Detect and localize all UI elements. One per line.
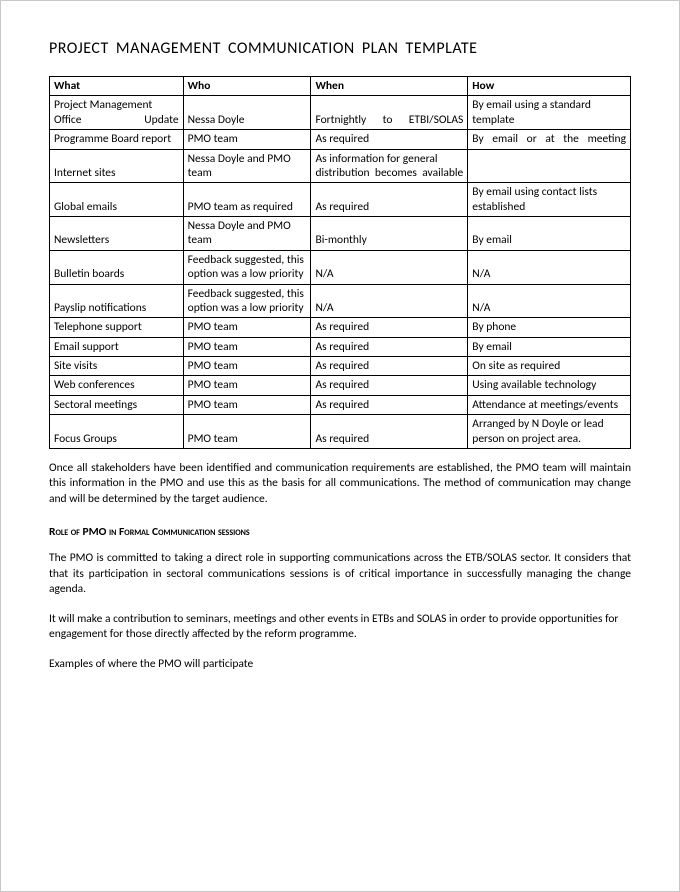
cell-what: Sectoral meetings [50, 395, 184, 414]
col-header-what: What [50, 77, 184, 96]
cell-when: N/A [311, 250, 468, 284]
cell-when: Fortnightly to ETBI/SOLAS [311, 96, 468, 130]
table-row: Sectoral meetingsPMO teamAs requiredAtte… [50, 395, 631, 414]
cell-how: Using available technology [468, 376, 631, 395]
cell-when: As required [311, 183, 468, 217]
table-header-row: What Who When How [50, 77, 631, 96]
cell-how: By phone [468, 318, 631, 337]
col-header-how: How [468, 77, 631, 96]
cell-how [468, 149, 631, 183]
cell-who: PMO team [183, 337, 311, 356]
cell-how: N/A [468, 250, 631, 284]
body-paragraph-2: It will make a contribution to seminars,… [49, 612, 631, 643]
col-header-when: When [311, 77, 468, 96]
page-title: PROJECT MANAGEMENT COMMUNICATION PLAN TE… [49, 39, 631, 58]
cell-when: As required [311, 318, 468, 337]
table-row: Web conferencesPMO teamAs requiredUsing … [50, 376, 631, 395]
col-header-who: Who [183, 77, 311, 96]
table-row: Site visitsPMO teamAs requiredOn site as… [50, 357, 631, 376]
table-row: Focus GroupsPMO teamAs requiredArranged … [50, 415, 631, 449]
cell-when: As required [311, 376, 468, 395]
cell-when: N/A [311, 284, 468, 318]
cell-what: Programme Board report [50, 130, 184, 149]
cell-what: Internet sites [50, 149, 184, 183]
cell-how: By email [468, 337, 631, 356]
section-heading: Role of PMO in Formal Communication sess… [49, 525, 631, 539]
cell-how: By email using contact lists established [468, 183, 631, 217]
table-row: Programme Board reportPMO teamAs require… [50, 130, 631, 149]
cell-who: PMO team [183, 318, 311, 337]
cell-what: Telephone support [50, 318, 184, 337]
table-row: Global emailsPMO team as requiredAs requ… [50, 183, 631, 217]
cell-how: By email using a standard template [468, 96, 631, 130]
cell-when: As required [311, 415, 468, 449]
cell-how: By email [468, 217, 631, 251]
cell-what: Site visits [50, 357, 184, 376]
cell-what: Bulletin boards [50, 250, 184, 284]
cell-how: N/A [468, 284, 631, 318]
cell-who: Feedback suggested, this option was a lo… [183, 284, 311, 318]
cell-when: As required [311, 337, 468, 356]
cell-how: On site as required [468, 357, 631, 376]
intro-paragraph: Once all stakeholders have been identifi… [49, 461, 631, 508]
cell-what: Web conferences [50, 376, 184, 395]
table-row: Telephone supportPMO teamAs requiredBy p… [50, 318, 631, 337]
cell-who: PMO team [183, 376, 311, 395]
cell-when: As required [311, 357, 468, 376]
cell-who: PMO team [183, 357, 311, 376]
cell-what: Email support [50, 337, 184, 356]
cell-how: Arranged by N Doyle or lead person on pr… [468, 415, 631, 449]
cell-how: Attendance at meetings/events [468, 395, 631, 414]
body-paragraph-1: The PMO is committed to taking a direct … [49, 551, 631, 598]
cell-what: Payslip notifications [50, 284, 184, 318]
cell-what: Newsletters [50, 217, 184, 251]
document-page: PROJECT MANAGEMENT COMMUNICATION PLAN TE… [0, 0, 680, 892]
table-row: Bulletin boardsFeedback suggested, this … [50, 250, 631, 284]
cell-who: PMO team [183, 130, 311, 149]
body-paragraph-3: Examples of where the PMO will participa… [49, 657, 631, 673]
cell-who: PMO team [183, 415, 311, 449]
table-row: Email supportPMO teamAs requiredBy email [50, 337, 631, 356]
cell-when: As information for general distribution … [311, 149, 468, 183]
cell-who: Feedback suggested, this option was a lo… [183, 250, 311, 284]
table-row: NewslettersNessa Doyle and PMO teamBi-mo… [50, 217, 631, 251]
cell-how: By email or at the meeting [468, 130, 631, 149]
cell-what: Focus Groups [50, 415, 184, 449]
cell-when: Bi-monthly [311, 217, 468, 251]
cell-who: Nessa Doyle and PMO team [183, 217, 311, 251]
cell-who: Nessa Doyle and PMO team [183, 149, 311, 183]
cell-when: As required [311, 130, 468, 149]
table-row: Payslip notificationsFeedback suggested,… [50, 284, 631, 318]
cell-who: PMO team [183, 395, 311, 414]
table-row: Internet sitesNessa Doyle and PMO teamAs… [50, 149, 631, 183]
cell-what: Global emails [50, 183, 184, 217]
cell-who: Nessa Doyle [183, 96, 311, 130]
table-row: Project Management Office UpdateNessa Do… [50, 96, 631, 130]
cell-who: PMO team as required [183, 183, 311, 217]
cell-when: As required [311, 395, 468, 414]
communication-plan-table: What Who When How Project Management Off… [49, 76, 631, 449]
cell-what: Project Management Office Update [50, 96, 184, 130]
